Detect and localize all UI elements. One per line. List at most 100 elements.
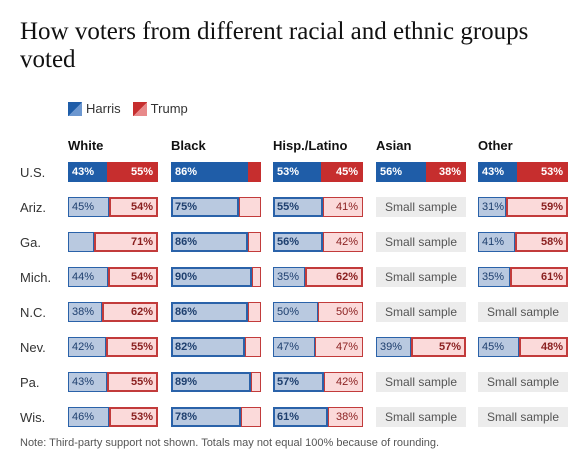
bar-cell: 53% 45%: [273, 162, 363, 182]
data-label-harris: 42%: [72, 341, 95, 353]
small-sample-cell: Small sample: [376, 302, 466, 322]
bar-cell: 82%: [171, 337, 261, 357]
bar-cell: 55% 41%: [273, 197, 363, 217]
bar-trump: [252, 267, 261, 287]
data-label-harris: 57%: [277, 376, 300, 388]
data-label-trump: 62%: [130, 306, 153, 318]
small-sample-cell: Small sample: [376, 267, 466, 287]
bar-cell: 90%: [171, 267, 261, 287]
bar-trump: [108, 197, 158, 217]
data-label-harris: 43%: [72, 166, 95, 178]
data-label-trump: 61%: [540, 271, 563, 283]
bar-trump: [106, 372, 158, 392]
data-label-harris: 86%: [175, 306, 198, 318]
legend-label-trump: Trump: [150, 101, 188, 116]
bar-cell: 42% 55%: [68, 337, 158, 357]
data-label-harris: 38%: [72, 306, 95, 318]
bar-harris: [171, 197, 239, 217]
small-sample-cell: Small sample: [376, 372, 466, 392]
bar-cell: 86%: [171, 302, 261, 322]
bar-cell: 44% 54%: [68, 267, 158, 287]
bar-cell: 45% 48%: [478, 337, 568, 357]
bar-harris: [171, 337, 245, 357]
data-label-trump: 45%: [335, 166, 358, 178]
data-label-harris: 39%: [380, 341, 403, 353]
bar-trump: [518, 337, 568, 357]
bar-cell: 35% 62%: [273, 267, 363, 287]
data-label-harris: 35%: [277, 271, 300, 283]
data-label-trump: 59%: [540, 201, 563, 213]
bar-trump: [248, 162, 261, 182]
bar-trump: [509, 267, 568, 287]
data-label-harris: 44%: [72, 271, 95, 283]
data-label-harris: 86%: [175, 166, 198, 178]
bar-trump: [323, 232, 363, 252]
data-label-trump: 71%: [130, 236, 153, 248]
row-label: Nev.: [20, 340, 46, 355]
bar-trump: [322, 197, 363, 217]
bar-harris: [68, 372, 107, 392]
bar-cell: 86%: [171, 232, 261, 252]
bar-trump: [505, 197, 568, 217]
legend-label-harris: Harris: [86, 101, 121, 116]
bar-cell: 38% 62%: [68, 302, 158, 322]
legend-item-trump: Trump: [132, 101, 188, 116]
data-label-harris: 43%: [482, 166, 505, 178]
bar-harris: [68, 162, 107, 182]
data-label-harris: 53%: [277, 166, 300, 178]
data-label-trump: 54%: [130, 271, 153, 283]
bar-cell: 41% 58%: [478, 232, 568, 252]
bar-trump: [109, 407, 158, 427]
bar-trump: [251, 372, 261, 392]
bar-harris: [478, 337, 519, 357]
bar-trump: [106, 162, 158, 182]
data-label-trump: 50%: [335, 306, 358, 318]
bar-harris: [273, 372, 325, 392]
bar-trump: [411, 337, 466, 357]
data-label-harris: 31%: [482, 201, 505, 213]
bar-trump: [244, 337, 261, 357]
data-label-trump: 62%: [335, 271, 358, 283]
data-label-harris: 47%: [277, 341, 300, 353]
data-label-trump: 42%: [335, 236, 358, 248]
bar-harris: [478, 267, 510, 287]
bar-cell: 47% 47%: [273, 337, 363, 357]
data-label-trump: 38%: [335, 411, 358, 423]
data-label-trump: 55%: [130, 341, 153, 353]
bar-cell: 78%: [171, 407, 261, 427]
bar-harris: [171, 232, 249, 252]
data-label-harris: 56%: [277, 236, 300, 248]
bar-trump: [320, 162, 363, 182]
data-label-trump: 58%: [540, 236, 563, 248]
bar-harris: [171, 407, 242, 427]
data-label-harris: 75%: [175, 201, 198, 213]
bar-harris: [171, 372, 252, 392]
bar-cell: 86%: [171, 162, 261, 182]
bar-trump: [426, 162, 466, 182]
data-label-harris: 56%: [380, 166, 403, 178]
data-label-harris: 78%: [175, 411, 198, 423]
bar-trump: [238, 197, 261, 217]
data-label-harris: 43%: [72, 376, 95, 388]
bar-cell: 35% 61%: [478, 267, 568, 287]
bar-harris: [273, 337, 316, 357]
bar-cell: 75%: [171, 197, 261, 217]
bar-trump: [327, 407, 363, 427]
bar-harris: [171, 302, 249, 322]
bar-cell: 43% 55%: [68, 162, 158, 182]
bar-cell: 43% 55%: [68, 372, 158, 392]
row-label: Pa.: [20, 375, 40, 390]
small-sample-cell: Small sample: [478, 407, 568, 427]
footnote: Note: Third-party support not shown. Tot…: [20, 437, 440, 449]
row-label: Wis.: [20, 410, 46, 425]
bar-trump: [241, 407, 261, 427]
data-label-trump: 57%: [438, 341, 461, 353]
data-label-harris: 41%: [482, 236, 505, 248]
data-label-trump: 42%: [335, 376, 358, 388]
bar-trump: [315, 337, 363, 357]
data-label-harris: 61%: [277, 411, 300, 423]
data-label-trump: 55%: [130, 166, 153, 178]
bar-cell: 31% 59%: [478, 197, 568, 217]
data-label-trump: 38%: [438, 166, 461, 178]
bar-trump: [318, 302, 363, 322]
